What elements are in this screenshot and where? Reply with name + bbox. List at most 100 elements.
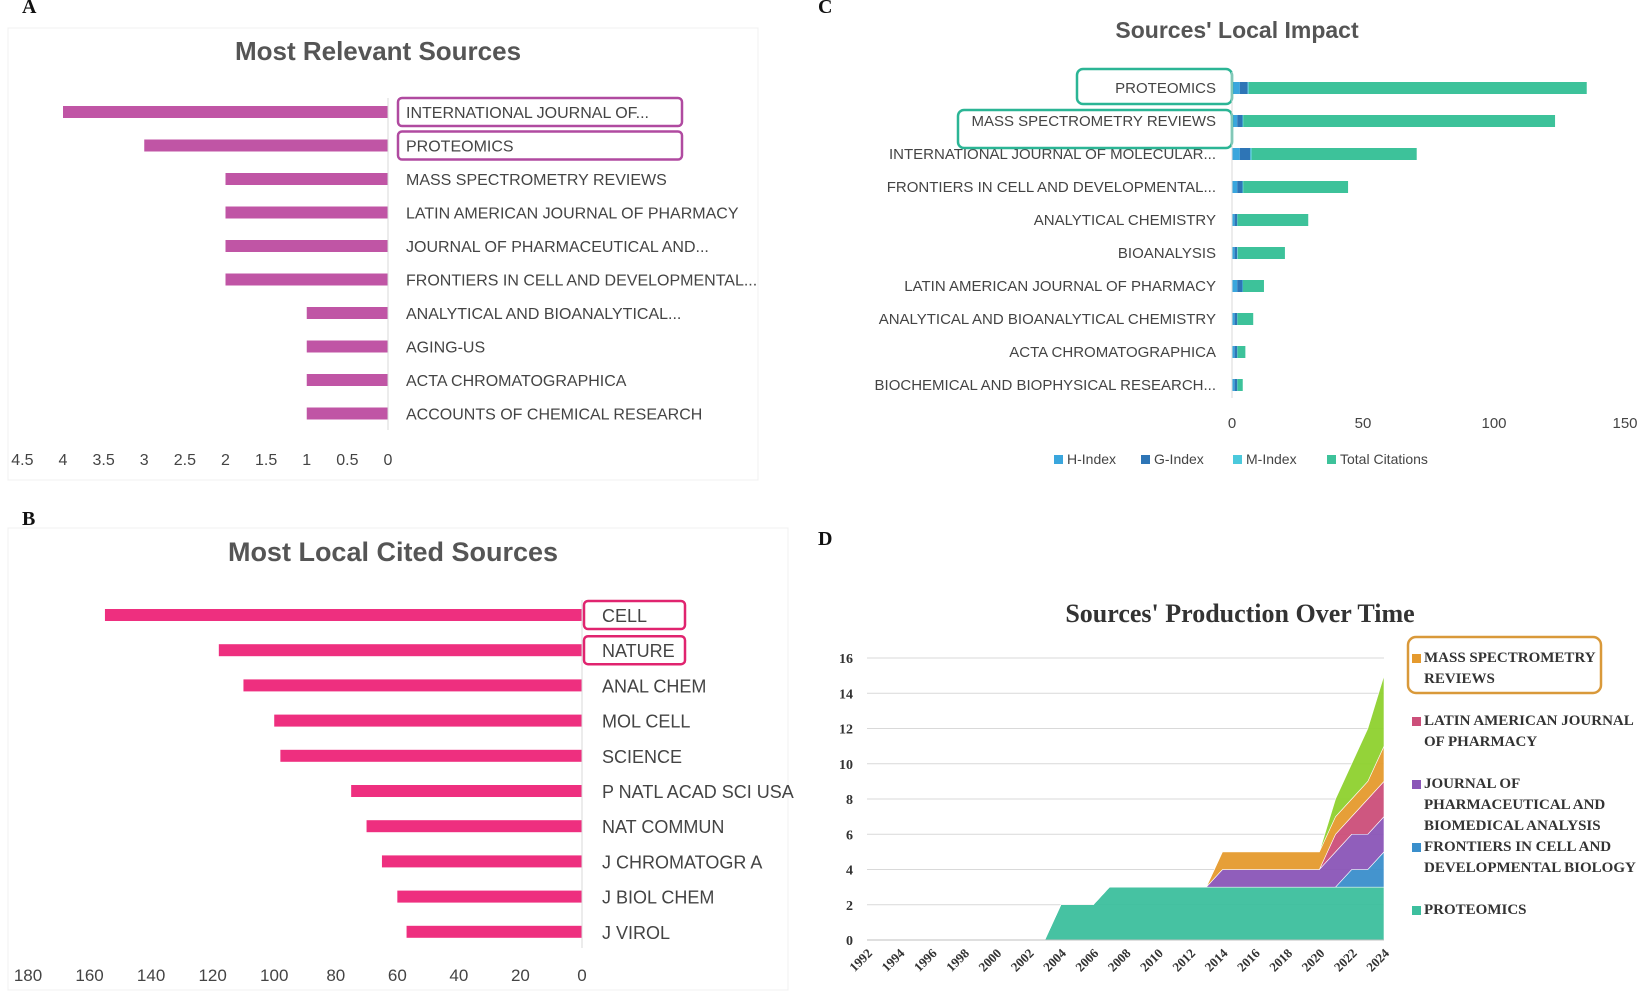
xtick-d-7: 2004 <box>1040 945 1069 974</box>
tick-c-1: 0 <box>1228 415 1236 432</box>
category-label-c-8: ANALYTICAL AND BIOANALYTICAL CHEMISTRY <box>879 311 1216 328</box>
bar-c-2-g-index <box>1237 115 1243 127</box>
bar-b-5 <box>280 749 582 762</box>
category-label-c-3: INTERNATIONAL JOURNAL OF MOLECULAR... <box>889 146 1216 163</box>
legend-d-swatch-4 <box>1412 843 1421 852</box>
panel-b-frame <box>7 527 789 991</box>
legend-d-label-1-1: MASS SPECTROMETRY <box>1424 650 1596 666</box>
legend-c-swatch-3 <box>1233 455 1242 464</box>
category-label-b-3: ANAL CHEM <box>602 676 706 696</box>
legend-d-label-3-1: JOURNAL OF <box>1424 776 1520 792</box>
tick-a-1: 4.5 <box>11 452 33 469</box>
category-label-c-9: ACTA CHROMATOGRAPHICA <box>1009 344 1216 361</box>
tick-c-4: 150 <box>1612 415 1637 432</box>
bar-c-9-total-citations <box>1237 346 1246 358</box>
category-label-b-7: NAT COMMUN <box>602 817 724 837</box>
area-d-proteomics <box>867 886 1385 941</box>
tick-a-4: 3 <box>140 452 149 469</box>
bar-c-5-g-index <box>1234 214 1238 226</box>
bar-c-9-h-index <box>1232 346 1235 358</box>
xtick-d-8: 2006 <box>1072 945 1101 974</box>
bar-c-4-g-index <box>1237 181 1243 193</box>
bar-c-8-total-citations <box>1237 313 1254 325</box>
xtick-d-14: 2018 <box>1266 945 1295 974</box>
xtick-d-3: 1996 <box>911 945 940 974</box>
chart-b-title: Most Local Cited Sources <box>228 537 558 567</box>
bar-a-5 <box>225 240 388 252</box>
legend-d-swatch-3 <box>1412 780 1421 789</box>
category-label-b-1: CELL <box>602 606 647 626</box>
tick-a-9: 0.5 <box>336 452 358 469</box>
category-label-a-6: FRONTIERS IN CELL AND DEVELOPMENTAL... <box>406 273 757 290</box>
bar-a-9 <box>306 374 388 386</box>
tick-b-4: 120 <box>198 966 226 985</box>
category-label-a-1: INTERNATIONAL JOURNAL OF... <box>406 105 649 122</box>
ytick-d-9: 16 <box>839 652 853 667</box>
ytick-d-7: 12 <box>839 723 853 738</box>
xtick-d-12: 2014 <box>1202 945 1231 974</box>
bar-c-7-m-index <box>1242 280 1244 292</box>
category-label-c-2: MASS SPECTROMETRY REVIEWS <box>972 113 1217 130</box>
bar-c-2-h-index <box>1232 115 1238 127</box>
chart-d-title: Sources' Production Over Time <box>1065 599 1414 628</box>
legend-d-label-2-2: OF PHARMACY <box>1424 734 1537 750</box>
bar-c-8-m-index <box>1237 313 1238 325</box>
bar-c-6-h-index <box>1232 247 1235 259</box>
legend-c-swatch-1 <box>1054 455 1063 464</box>
xtick-d-6: 2002 <box>1008 946 1037 975</box>
legend-c-label-3: M-Index <box>1246 451 1297 467</box>
bar-b-6 <box>351 785 582 797</box>
category-label-b-9: J BIOL CHEM <box>602 888 714 908</box>
bar-c-8-g-index <box>1234 313 1238 325</box>
xtick-d-10: 2010 <box>1137 946 1166 975</box>
tick-b-9: 20 <box>511 966 530 985</box>
ytick-d-8: 14 <box>839 687 853 702</box>
bar-c-10-m-index <box>1237 379 1238 391</box>
bar-c-6-m-index <box>1237 247 1238 259</box>
category-label-a-4: LATIN AMERICAN JOURNAL OF PHARMACY <box>406 206 739 223</box>
legend-d-label-5-1: PROTEOMICS <box>1424 902 1527 918</box>
panel-a-frame <box>7 27 759 481</box>
tick-b-7: 60 <box>388 966 407 985</box>
legend-d-swatch-2 <box>1412 717 1421 726</box>
bar-c-2-m-index <box>1242 115 1244 127</box>
legend-c-label-2: G-Index <box>1154 451 1204 467</box>
bar-c-5-m-index <box>1237 214 1238 226</box>
category-label-b-10: J VIROL <box>602 923 670 943</box>
legend-d-swatch-1 <box>1412 654 1421 663</box>
category-label-a-3: MASS SPECTROMETRY REVIEWS <box>406 172 667 189</box>
bar-b-9 <box>397 890 582 903</box>
category-label-a-2: PROTEOMICS <box>406 139 514 156</box>
category-label-a-10: ACCOUNTS OF CHEMICAL RESEARCH <box>406 407 702 424</box>
highlight-box-d-1 <box>1406 635 1603 695</box>
tick-a-2: 4 <box>59 452 68 469</box>
bar-c-9-g-index <box>1234 346 1238 358</box>
tick-c-3: 100 <box>1481 415 1506 432</box>
bar-b-8 <box>381 855 582 868</box>
bar-a-10 <box>306 407 388 420</box>
bar-b-1 <box>104 609 582 621</box>
xtick-d-16: 2022 <box>1331 946 1360 975</box>
ytick-d-2: 2 <box>846 899 853 914</box>
bar-c-3-g-index <box>1239 148 1251 160</box>
category-label-b-6: P NATL ACAD SCI USA <box>602 782 794 802</box>
category-label-a-5: JOURNAL OF PHARMACEUTICAL AND... <box>406 239 709 256</box>
category-label-b-4: MOL CELL <box>602 712 690 732</box>
legend-d-label-4-1: FRONTIERS IN CELL AND <box>1424 839 1611 855</box>
xtick-d-2: 1994 <box>878 945 907 974</box>
bar-c-3-m-index <box>1250 148 1252 160</box>
xtick-d-17: 2024 <box>1363 945 1392 974</box>
category-label-c-6: BIOANALYSIS <box>1118 245 1216 262</box>
category-label-b-8: J CHROMATOGR A <box>602 852 762 872</box>
legend-c-label-4: Total Citations <box>1340 451 1428 467</box>
bar-a-2 <box>144 139 388 152</box>
highlight-box-b-2 <box>582 634 687 666</box>
bar-c-1-total-citations <box>1248 82 1587 94</box>
category-label-b-5: SCIENCE <box>602 747 682 767</box>
bar-b-10 <box>406 925 582 938</box>
bar-c-4-h-index <box>1232 181 1238 193</box>
legend-d-label-3-2: PHARMACEUTICAL AND <box>1424 797 1605 813</box>
category-label-a-9: ACTA CHROMATOGRAPHICA <box>406 373 627 390</box>
xtick-d-11: 2012 <box>1169 946 1198 975</box>
